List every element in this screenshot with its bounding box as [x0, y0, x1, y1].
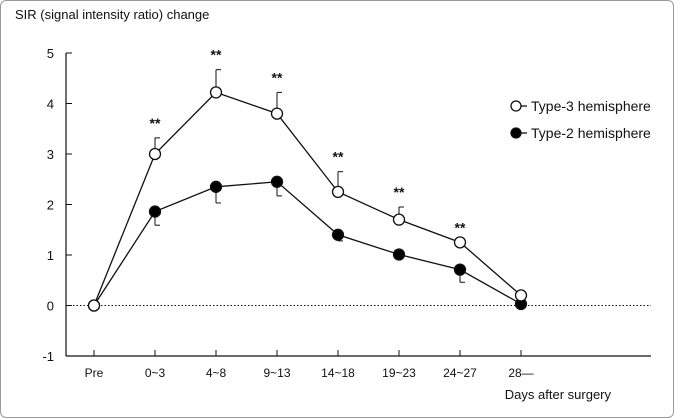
point-type-3: [270, 107, 284, 120]
y-tick-label: 5: [47, 46, 54, 61]
x-tick-label: 28—: [508, 366, 533, 380]
point-type-2: [453, 263, 467, 276]
legend-label: Type-2 hemisphere: [531, 125, 651, 141]
legend-label: Type-3 hemisphere: [531, 98, 651, 114]
x-tick-label: Pre: [85, 366, 104, 380]
y-tick-label: 2: [47, 198, 54, 213]
legend: Type-3 hemisphere Type-2 hemisphere: [510, 98, 651, 141]
error-bars: [154, 69, 465, 283]
y-tick-label: 1: [47, 248, 54, 263]
y-tick-label: 3: [47, 147, 54, 162]
point-type-3: [453, 236, 467, 249]
point-type-2: [209, 180, 223, 193]
x-tick-label: 9~13: [263, 366, 290, 380]
legend-marker-type-2: [510, 127, 522, 139]
x-tick-label: 14~18: [321, 366, 355, 380]
point-type-2: [331, 228, 345, 241]
x-tick-label: 24~27: [443, 366, 477, 380]
significance-markers: ** ** ** ** ** **: [150, 47, 466, 236]
point-type-3: [331, 185, 345, 199]
point-type-3: [148, 147, 162, 161]
point-type-3: [87, 299, 101, 312]
significance-marker: **: [394, 184, 405, 200]
point-type-3: [209, 86, 223, 99]
y-tick-label: 4: [47, 97, 54, 112]
significance-marker: **: [272, 69, 283, 85]
x-ticks: Pre 0~3 4~8 9~13 14~18 19~23 24~27 28—: [85, 350, 534, 380]
point-type-2: [148, 205, 162, 218]
x-axis-label: Days after surgery: [505, 387, 612, 402]
significance-marker: **: [150, 115, 161, 131]
x-tick-label: 19~23: [382, 366, 416, 380]
y-tick-label: -1: [42, 349, 54, 364]
legend-marker-type-3: [510, 100, 522, 112]
y-ticks: -1 0 1 2 3 4 5: [42, 46, 72, 364]
point-type-3: [514, 289, 528, 302]
point-type-2: [392, 248, 406, 261]
significance-marker: **: [455, 219, 466, 235]
series-line-type-2: [93, 181, 522, 306]
point-type-3: [392, 213, 406, 226]
data-points: [87, 86, 528, 312]
significance-marker: **: [333, 149, 344, 165]
significance-marker: **: [211, 47, 222, 63]
y-axis-label: SIR (signal intensity ratio) change: [15, 7, 209, 22]
series-line-type-3: [93, 91, 522, 306]
point-type-2: [270, 175, 284, 188]
x-tick-label: 0~3: [145, 366, 166, 380]
x-tick-label: 4~8: [206, 366, 227, 380]
y-tick-label: 0: [47, 299, 54, 314]
series-lines: [93, 91, 522, 306]
